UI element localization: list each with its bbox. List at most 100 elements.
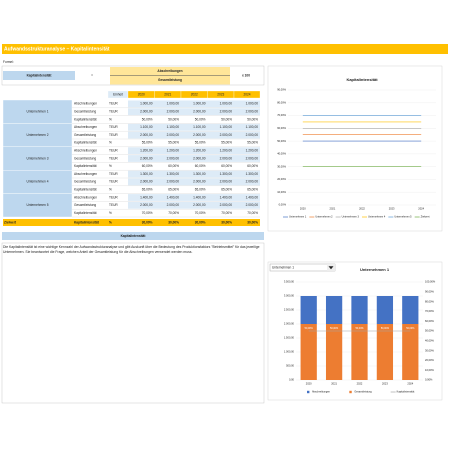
value: 1.400,00 bbox=[246, 195, 259, 199]
dropdown-arrow bbox=[328, 266, 334, 270]
group-name: Unternehmen 3 bbox=[27, 156, 49, 160]
data-label: 50,00% bbox=[406, 327, 415, 330]
value-cell bbox=[207, 201, 234, 209]
value: 60,00% bbox=[195, 164, 206, 168]
value-cell bbox=[154, 108, 181, 116]
value: 2.000,00 bbox=[193, 133, 206, 137]
legend-label: Unternehmen 4 bbox=[368, 216, 386, 219]
unit: TEUR bbox=[109, 102, 118, 106]
value-cell bbox=[154, 155, 181, 162]
value: 1.200,00 bbox=[246, 149, 259, 153]
x-tick-label: 2022 bbox=[359, 207, 365, 211]
value: 2.000,00 bbox=[220, 133, 233, 137]
value: 65,00% bbox=[247, 188, 258, 192]
value: 65,00% bbox=[195, 188, 206, 192]
value-cell bbox=[207, 123, 234, 131]
chart-title: Kapitalintensität bbox=[346, 77, 378, 82]
target-cell: Kapitalintensität bbox=[74, 221, 100, 225]
dropdown-value[interactable]: Unternehmen 1 bbox=[272, 265, 294, 269]
value-cell bbox=[234, 116, 260, 123]
value: 2.000,00 bbox=[220, 180, 233, 184]
unit: % bbox=[109, 141, 112, 145]
value: 2.000,00 bbox=[193, 110, 206, 114]
value-cell bbox=[234, 178, 260, 186]
legend-label: Gesamtleistung bbox=[354, 391, 372, 394]
value: 1.400,00 bbox=[193, 195, 206, 199]
value: 1.000,00 bbox=[193, 102, 206, 106]
value: 1.200,00 bbox=[140, 149, 153, 153]
y-tick-label: 3.500,00 bbox=[284, 280, 295, 284]
x-tick-label: 2023 bbox=[382, 382, 388, 386]
value: 2.000,00 bbox=[246, 203, 259, 207]
y-tick-label: 1.000,00 bbox=[284, 350, 295, 354]
value: 2.000,00 bbox=[246, 180, 259, 184]
value: 2.000,00 bbox=[167, 203, 180, 207]
value: 1.200,00 bbox=[220, 149, 233, 153]
value-cell bbox=[128, 162, 155, 170]
bar-segment bbox=[376, 296, 394, 324]
value-cell bbox=[154, 178, 181, 186]
value-cell bbox=[128, 116, 155, 123]
legend-swatch bbox=[349, 390, 352, 394]
value: 1.100,00 bbox=[140, 125, 153, 129]
y-tick-label: 500,00 bbox=[286, 364, 294, 368]
value: 60,00% bbox=[142, 164, 153, 168]
value-cell bbox=[128, 139, 155, 147]
y-tick-label: 30,00% bbox=[277, 164, 286, 168]
y-tick-label: 20,00% bbox=[277, 177, 286, 181]
value: 60,00% bbox=[221, 164, 232, 168]
y-tick-label: 90,00% bbox=[277, 88, 286, 92]
value: 60,00% bbox=[247, 164, 258, 168]
text-box bbox=[1, 242, 265, 404]
value: 1.300,00 bbox=[193, 172, 206, 176]
value-cell bbox=[128, 186, 155, 194]
bar-segment bbox=[402, 296, 419, 324]
value-cell bbox=[207, 139, 234, 147]
y2-tick-label: 70,00% bbox=[425, 309, 434, 313]
x-tick-label: 2024 bbox=[418, 207, 424, 211]
value-cell bbox=[128, 108, 155, 116]
x-tick-label: 2020 bbox=[300, 207, 306, 211]
value-cell bbox=[181, 123, 208, 131]
value-cell bbox=[154, 162, 181, 170]
value-cell bbox=[154, 170, 181, 178]
unit: TEUR bbox=[109, 180, 118, 184]
header-text: 2023 bbox=[217, 93, 224, 97]
value: 1.200,00 bbox=[167, 149, 180, 153]
value-cell bbox=[128, 123, 155, 131]
value-cell bbox=[181, 116, 208, 123]
value-cell bbox=[154, 186, 181, 194]
value: 1.300,00 bbox=[246, 172, 259, 176]
value: 50,00% bbox=[247, 117, 258, 121]
value: 2.000,00 bbox=[193, 156, 206, 160]
legend-label: Kapitalintensität bbox=[397, 391, 415, 394]
section-bar bbox=[2, 232, 264, 240]
title-bar bbox=[2, 44, 448, 54]
value: 2.000,00 bbox=[246, 156, 259, 160]
metric: Gesamtleistung bbox=[74, 156, 96, 160]
header-cell bbox=[233, 90, 261, 99]
value-cell bbox=[207, 147, 234, 155]
data-label: 50,00% bbox=[330, 327, 339, 330]
value: 1.000,00 bbox=[220, 102, 233, 106]
y2-tick-label: 90,00% bbox=[425, 289, 434, 293]
value: 50,00% bbox=[221, 117, 232, 121]
metric: Abschreibungen bbox=[74, 172, 97, 176]
value-cell bbox=[207, 170, 234, 178]
value-cell bbox=[207, 162, 234, 170]
bar-segment bbox=[351, 324, 368, 380]
value: 1.000,00 bbox=[140, 102, 153, 106]
unit: TEUR bbox=[109, 125, 118, 129]
value-cell bbox=[181, 194, 208, 201]
metric: Gesamtleistung bbox=[74, 110, 96, 114]
value: 50,00% bbox=[168, 117, 179, 121]
value-cell bbox=[154, 201, 181, 209]
value-cell bbox=[181, 178, 208, 186]
y-tick-label: 40,00% bbox=[277, 152, 286, 156]
y2-tick-label: 20,00% bbox=[425, 358, 434, 362]
legend-label: Unternehmen 2 bbox=[315, 216, 333, 219]
value-cell bbox=[128, 155, 155, 162]
formula-box bbox=[1, 65, 265, 86]
